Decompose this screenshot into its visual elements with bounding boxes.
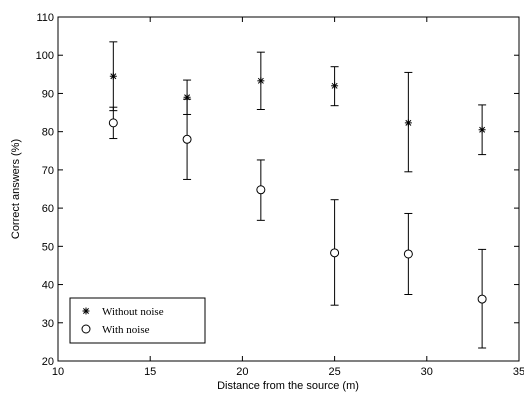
data-point-with-noise — [330, 248, 340, 258]
data-point-without-noise — [478, 126, 486, 134]
legend: Without noise With noise — [69, 297, 206, 344]
data-point-without-noise — [257, 77, 265, 85]
legend-box — [69, 297, 206, 344]
y-tick-label: 30 — [42, 318, 54, 330]
y-tick-label: 20 — [42, 356, 54, 368]
x-tick-label: 25 — [328, 366, 340, 378]
x-axis-label: Distance from the source (m) — [217, 380, 359, 392]
y-tick-label: 50 — [42, 241, 54, 253]
data-point-with-noise — [182, 134, 192, 144]
legend-marker-without-noise — [82, 307, 90, 315]
data-point-without-noise — [109, 72, 117, 80]
x-tick-label: 20 — [236, 366, 248, 378]
y-tick-label: 70 — [42, 165, 54, 177]
x-tick-label: 35 — [513, 366, 524, 378]
legend-marker-with-noise — [81, 324, 91, 334]
y-tick-label: 80 — [42, 127, 54, 139]
x-tick-label: 15 — [144, 366, 156, 378]
ticks-layer: 10 15 20 25 30 35 20 30 40 50 60 70 80 90 100 110 — [36, 12, 524, 378]
data-point-with-noise — [256, 185, 266, 195]
x-tick-label: 10 — [52, 366, 64, 378]
data-point-with-noise — [403, 249, 413, 259]
y-tick-label: 100 — [36, 50, 54, 62]
y-tick-label: 90 — [42, 88, 54, 100]
x-tick-label: 30 — [421, 366, 433, 378]
marks-layer — [108, 41, 487, 349]
y-tick-label: 40 — [42, 280, 54, 292]
legend-label-with-noise: With noise — [102, 324, 150, 336]
data-point-with-noise — [477, 294, 487, 304]
data-point-without-noise — [404, 119, 412, 127]
legend-label-without-noise: Without noise — [102, 306, 164, 318]
y-tick-label: 60 — [42, 203, 54, 215]
y-axis-label: Correct answers (%) — [10, 139, 22, 239]
data-point-with-noise — [108, 118, 118, 128]
data-point-without-noise — [331, 82, 339, 90]
y-tick-label: 110 — [36, 12, 54, 24]
